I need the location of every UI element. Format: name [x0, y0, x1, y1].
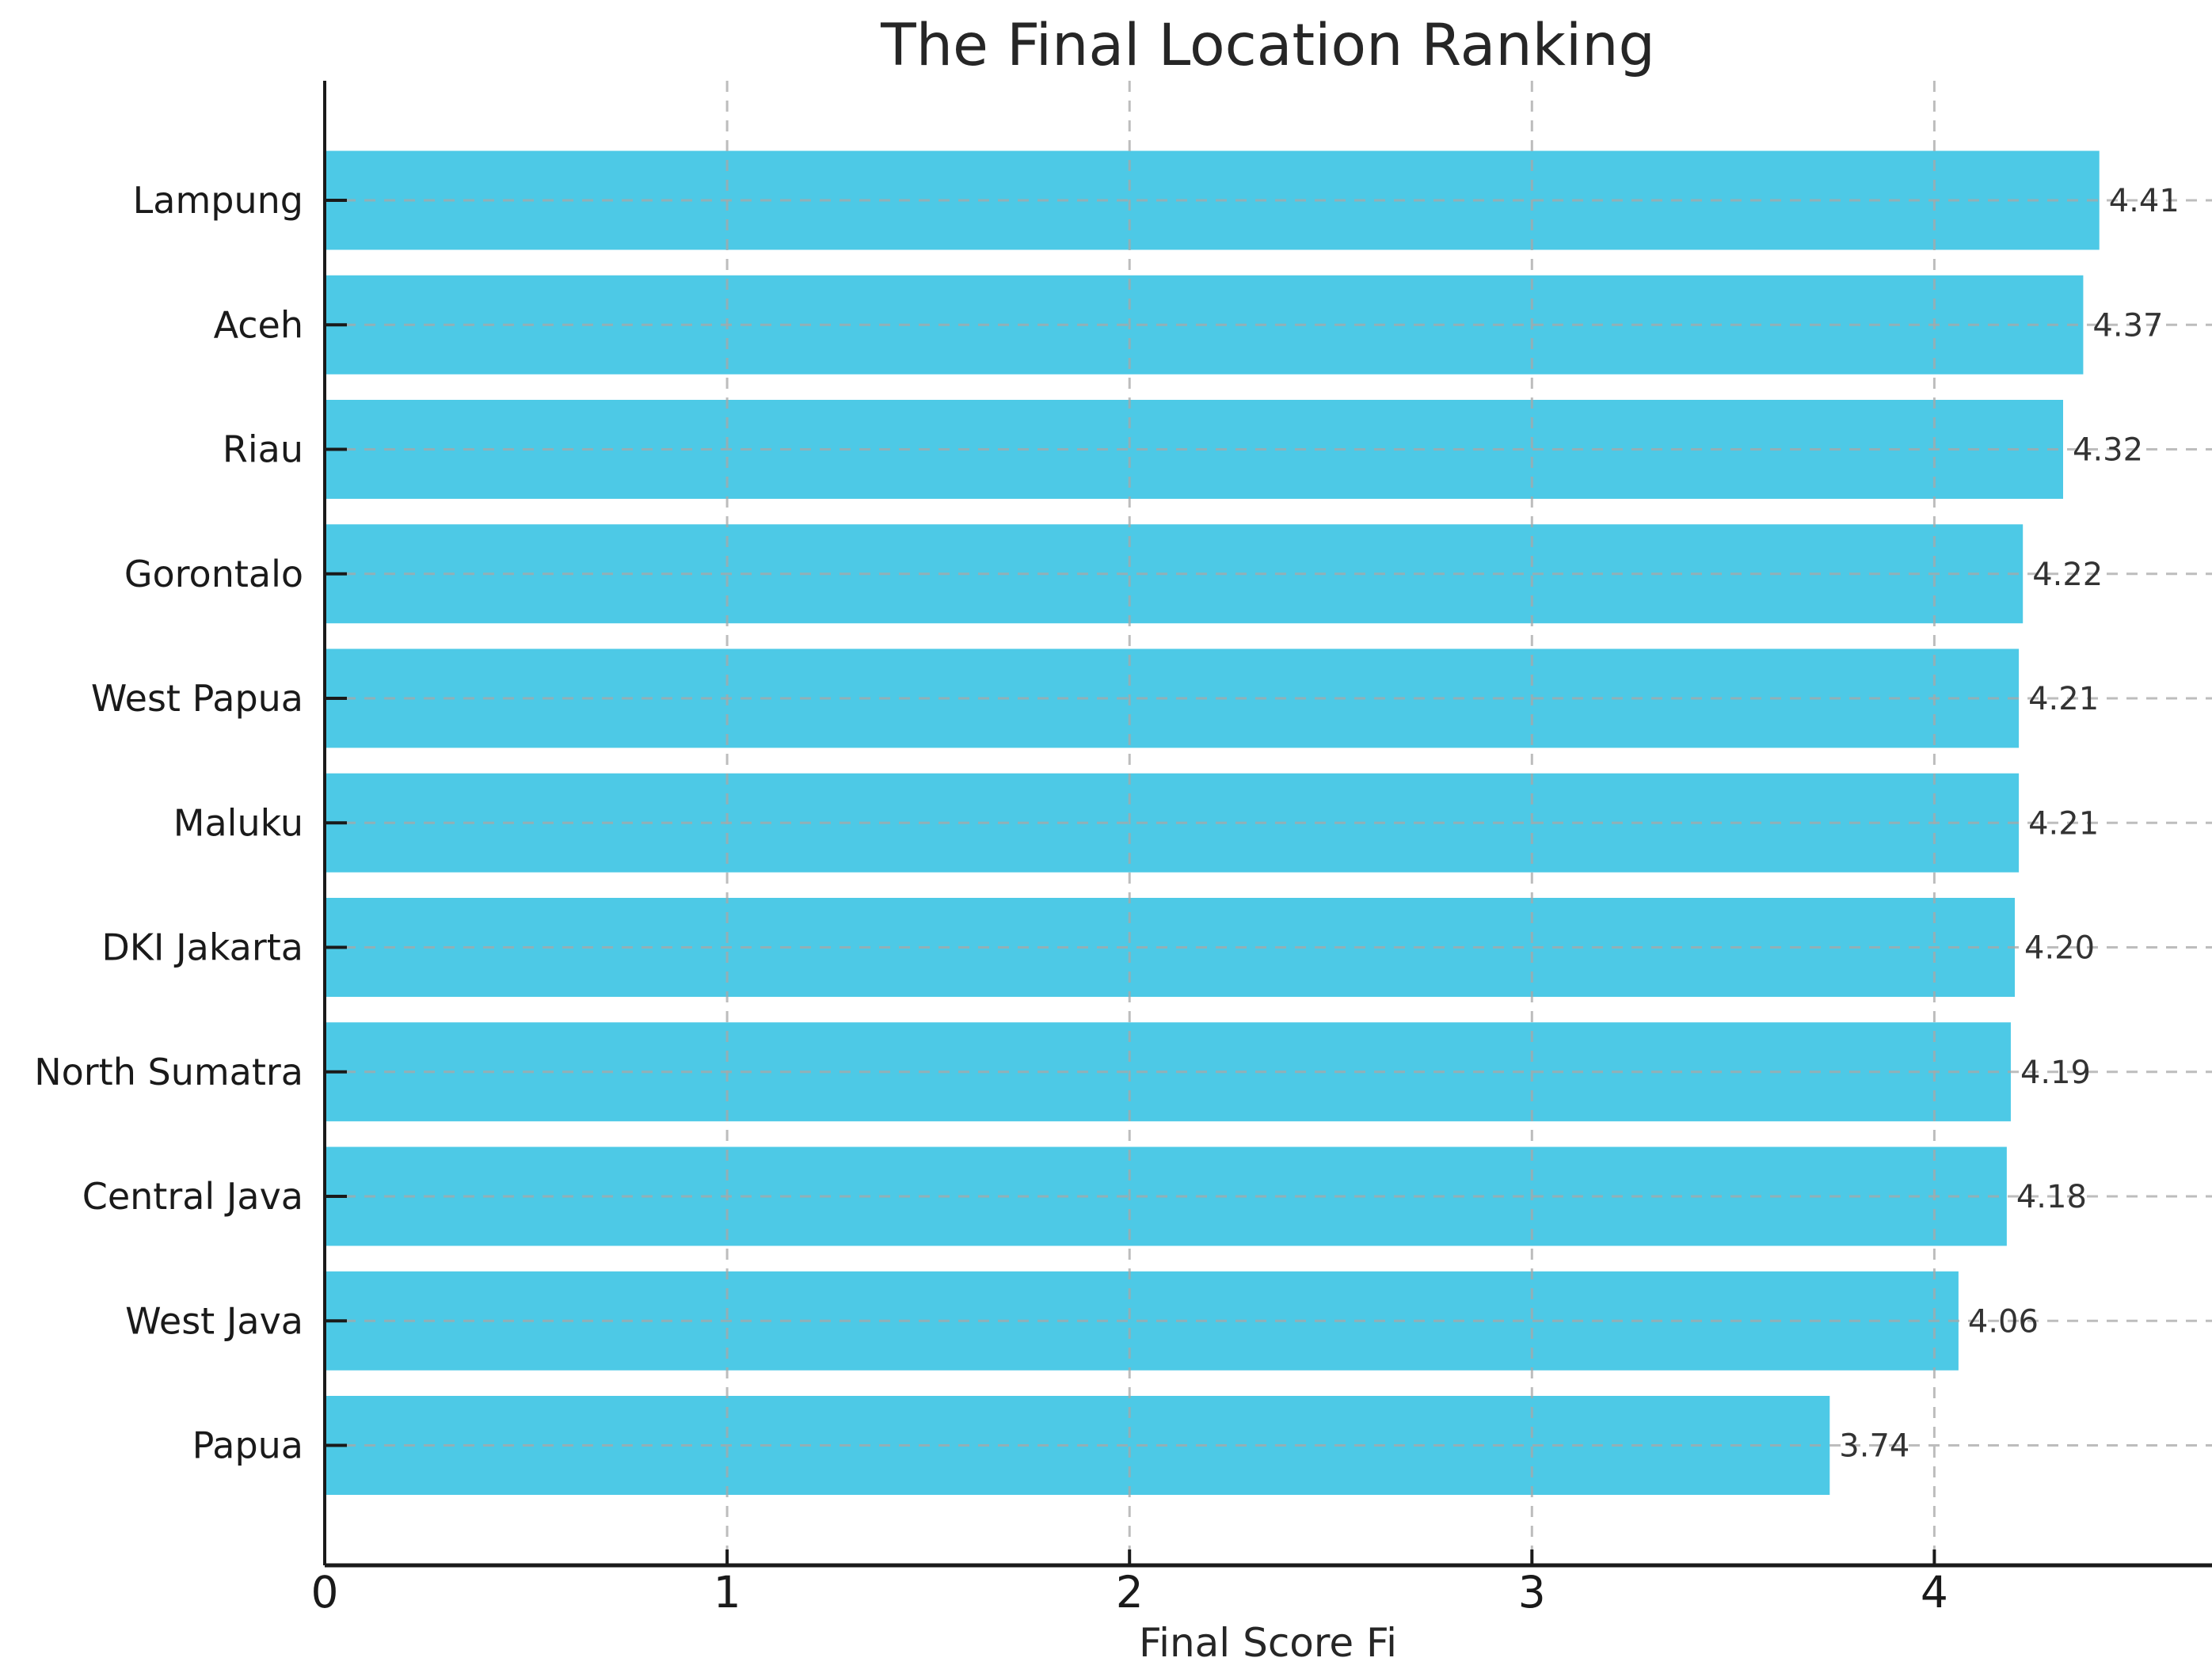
category-label: North Sumatra	[34, 1051, 303, 1093]
x-tick-label: 2	[1116, 1567, 1144, 1618]
x-tick-label: 1	[714, 1567, 741, 1618]
value-label: 4.21	[2028, 681, 2099, 717]
value-label: 4.21	[2028, 805, 2099, 842]
x-tick-label: 4	[1921, 1567, 1948, 1618]
category-label: Gorontalo	[124, 553, 303, 595]
value-label: 4.18	[2016, 1179, 2087, 1215]
bar	[325, 150, 2100, 250]
value-label: 4.22	[2032, 557, 2103, 593]
category-label: West Papua	[91, 677, 303, 720]
category-label: DKI Jakarta	[101, 926, 303, 969]
category-label: Central Java	[82, 1175, 303, 1218]
bar	[325, 648, 2020, 748]
bar	[325, 524, 2024, 624]
bar	[325, 773, 2020, 873]
category-label: Maluku	[173, 801, 303, 844]
value-label: 4.32	[2073, 432, 2143, 469]
category-label: Aceh	[214, 303, 303, 346]
category-label: Riau	[223, 428, 303, 471]
value-label: 4.19	[2020, 1055, 2091, 1091]
category-label: Papua	[192, 1424, 303, 1467]
grid-layer	[325, 81, 2212, 1565]
axes-layer	[323, 81, 2212, 1568]
value-label: 3.74	[1839, 1428, 1909, 1465]
category-label: West Java	[125, 1299, 303, 1342]
chart-title: The Final Location Ranking	[880, 12, 1655, 79]
x-tick-label: 0	[311, 1567, 339, 1618]
value-label: 4.41	[2109, 183, 2180, 219]
value-label: 4.20	[2024, 930, 2095, 967]
x-tick-label: 3	[1518, 1567, 1546, 1618]
category-label: Lampung	[133, 179, 303, 222]
x-axis-label: Final Score Fi	[1139, 1620, 1397, 1666]
value-label: 4.37	[2092, 307, 2163, 344]
value-label: 4.06	[1968, 1303, 2039, 1340]
labels-layer: Lampung 4.41 Aceh 4.37 Riau 4.32 Gorontalo 4.22…	[34, 179, 2180, 1618]
